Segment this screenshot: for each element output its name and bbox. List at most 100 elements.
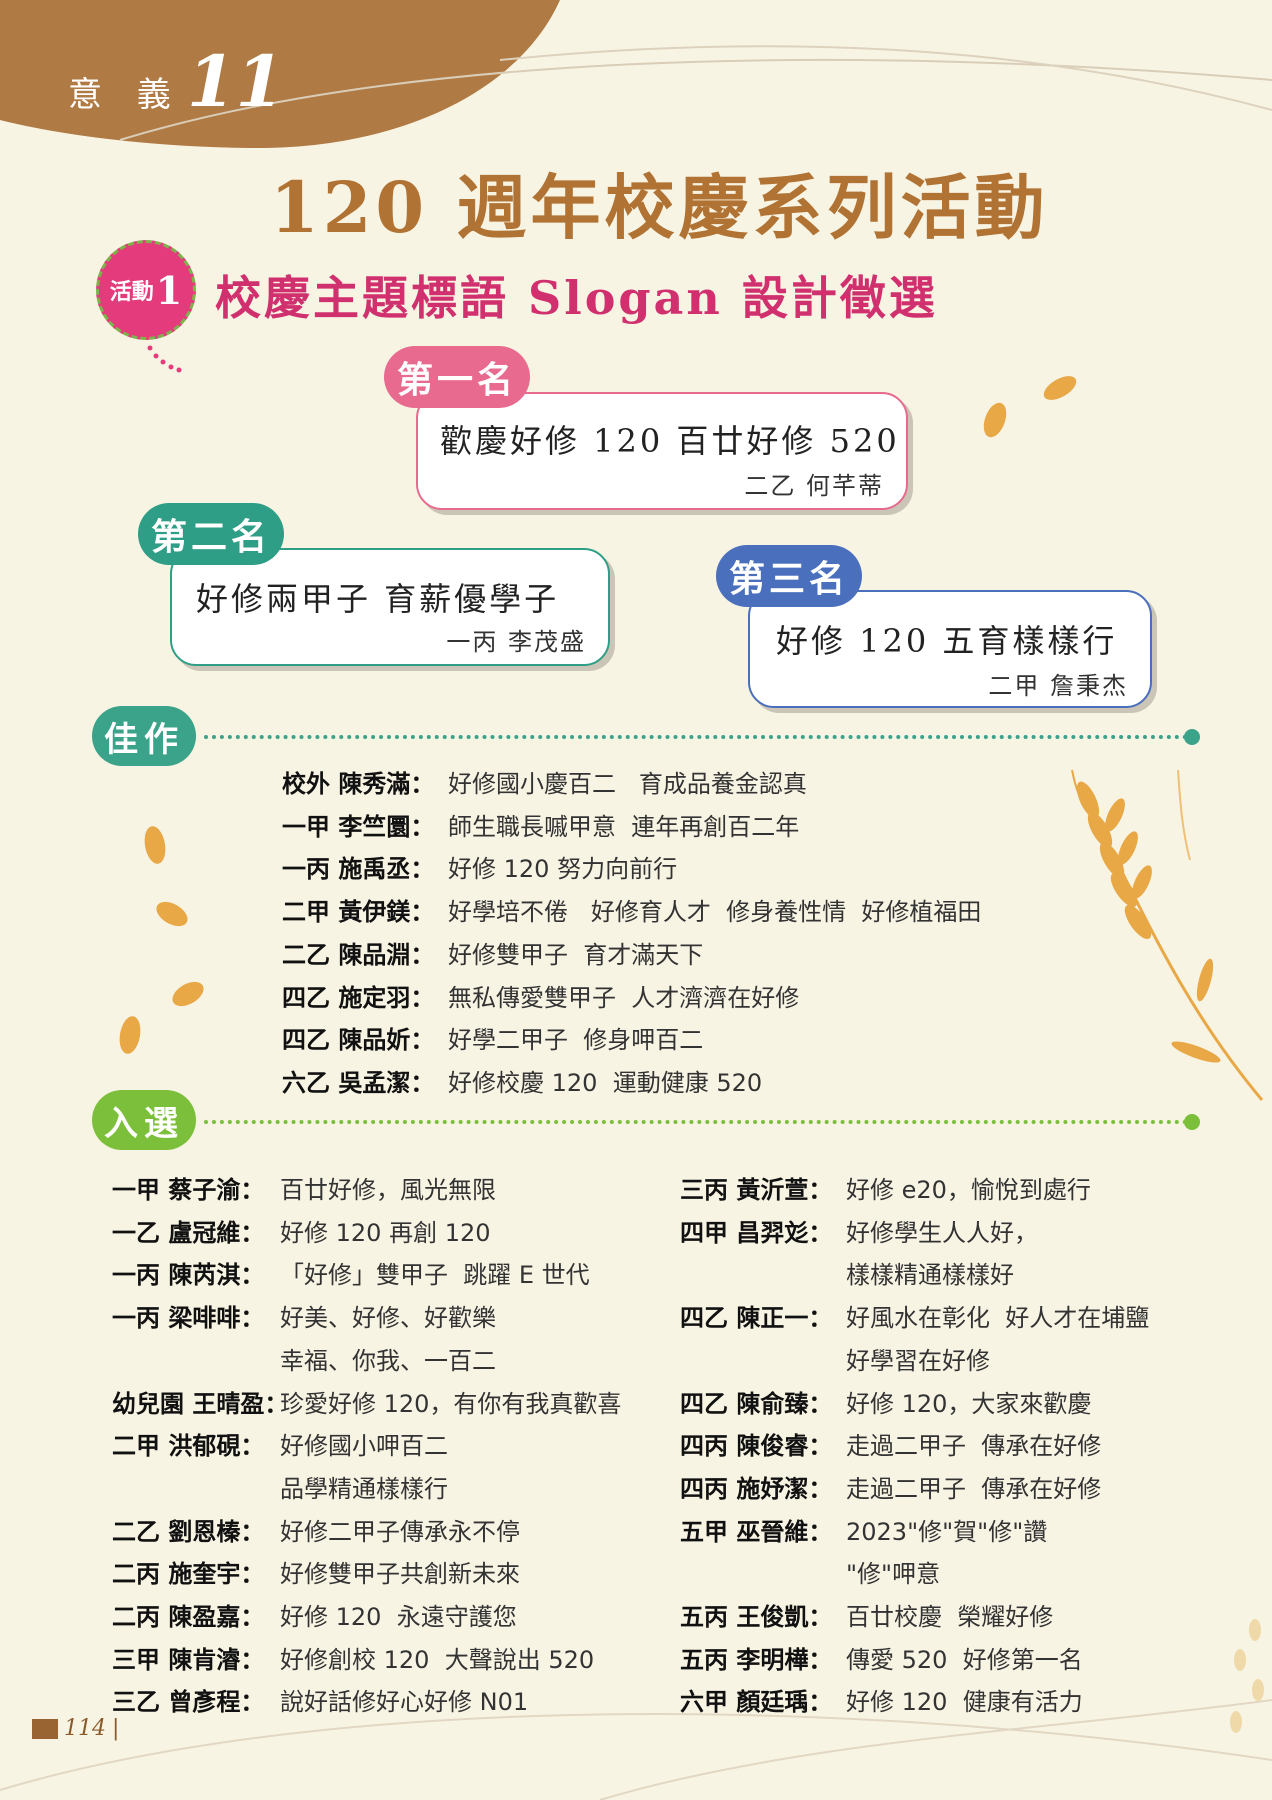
- second-prize-author: 一丙 李茂盛: [446, 628, 586, 656]
- third-prize-author: 二甲 詹秉杰: [988, 672, 1128, 700]
- entry-author: 四乙 陳俞臻：: [680, 1389, 833, 1418]
- entry-slogan: 好學習在好修: [846, 1346, 990, 1375]
- entry-slogan: 傳愛 520 好修第一名: [846, 1645, 1083, 1674]
- entry-slogan: 幸福、你我、一百二: [280, 1346, 496, 1375]
- list-item: 三丙 黃沂萱： 好修 e20，愉悅到處行: [680, 1170, 1091, 1205]
- list-item: 五甲 巫晉維： 2023"修"賀"修"讚: [680, 1512, 1047, 1547]
- list-item: 一甲 李竺圜： 師生職長嘁甲意 連年再創百二年: [282, 807, 799, 842]
- entry-author: [112, 1469, 280, 1504]
- entry-author: [680, 1255, 846, 1290]
- list-item: 幼兒園 王晴盈： 珍愛好修 120，有你有我真歡喜: [112, 1384, 621, 1419]
- entry-slogan: 好修雙甲子 育才滿天下: [448, 940, 704, 969]
- list-item: 一丙 施禹丞： 好修 120 努力向前行: [282, 849, 677, 884]
- entry-slogan: 好修二甲子傳承永不停: [280, 1517, 520, 1546]
- entry-author: 四甲 昌羿彣：: [680, 1218, 833, 1247]
- entry-author: [112, 1341, 280, 1376]
- first-prize-rank: 第一名: [384, 346, 530, 408]
- third-prize-slogan: 好修 120 五育樣樣行: [776, 622, 1118, 660]
- entry-slogan: 百廿校慶 榮耀好修: [846, 1603, 1054, 1631]
- entry-author: 二丙 陳盈嘉：: [112, 1603, 265, 1631]
- selected-divider: [204, 1120, 1188, 1124]
- entry-author: [680, 1554, 846, 1589]
- honorable-divider: [204, 735, 1188, 739]
- list-item: 五丙 李明樺： 傳愛 520 好修第一名: [680, 1640, 1083, 1675]
- entry-slogan: 走過二甲子 傳承在好修: [846, 1432, 1102, 1461]
- entry-slogan: 師生職長嘁甲意 連年再創百二年: [448, 812, 800, 841]
- list-item: "修"呷意: [680, 1554, 940, 1589]
- entry-author: 四丙 施妤潔：: [680, 1474, 833, 1503]
- wheat-icon: [1076, 781, 1264, 1101]
- list-item: 六甲 顏廷瑀： 好修 120 健康有活力: [680, 1682, 1083, 1717]
- list-item: 三甲 陳肯濬： 好修創校 120 大聲說出 520: [112, 1640, 594, 1675]
- list-item: 校外 陳秀滿： 好修國小慶百二 育成品養金認真: [282, 764, 807, 799]
- second-prize-rank: 第二名: [138, 503, 284, 565]
- list-item: 四丙 施妤潔： 走過二甲子 傳承在好修: [680, 1469, 1101, 1504]
- entry-author: 一丙 陳芮淇：: [112, 1261, 265, 1290]
- list-item: 二丙 施奎宇： 好修雙甲子共創新未來: [112, 1554, 520, 1589]
- entry-author: 一丙 梁啡啡：: [112, 1304, 265, 1333]
- second-prize-slogan: 好修兩甲子 育薪優學子: [196, 580, 560, 618]
- entry-slogan: 2023"修"賀"修"讚: [846, 1517, 1048, 1546]
- entry-author: 三甲 陳肯濬：: [112, 1645, 265, 1674]
- first-prize-slogan: 歡慶好修 120 百廿好修 520: [440, 422, 900, 460]
- entry-author: 三丙 黃沂萱：: [680, 1176, 833, 1204]
- list-item: 二甲 洪郁硯： 好修國小呷百二: [112, 1426, 448, 1461]
- entry-author: 四丙 陳俊睿：: [680, 1432, 833, 1461]
- first-prize-card: 歡慶好修 120 百廿好修 520 二乙 何芊蒂: [416, 392, 908, 510]
- activity-badge: 活動 1: [96, 240, 196, 340]
- entry-slogan: 好修雙甲子共創新未來: [280, 1560, 520, 1589]
- list-item: 二丙 陳盈嘉： 好修 120 永遠守護您: [112, 1597, 517, 1632]
- entry-slogan: 「好修」雙甲子 跳躍 E 世代: [280, 1261, 590, 1290]
- entry-slogan: 好風水在彰化 好人才在埔鹽: [846, 1304, 1150, 1333]
- entry-author: 五丙 王俊凱：: [680, 1603, 833, 1631]
- entry-slogan: 珍愛好修 120，有你有我真歡喜: [280, 1389, 622, 1418]
- section-header: 意 義 11: [68, 40, 284, 123]
- entry-author: 六乙 吳孟潔：: [282, 1068, 435, 1097]
- list-item: 三乙 曾彥程： 說好話修好心好修 N01: [112, 1682, 528, 1717]
- honorable-mention-label: 佳作: [92, 706, 196, 766]
- entry-author: 四乙 陳正一：: [680, 1304, 833, 1333]
- entry-slogan: 百廿好修，風光無限: [280, 1176, 496, 1204]
- entry-slogan: 好修 120 健康有活力: [846, 1688, 1083, 1717]
- entry-author: 六甲 顏廷瑀：: [680, 1688, 833, 1717]
- entry-slogan: 好修 e20，愉悅到處行: [846, 1176, 1091, 1204]
- entry-slogan: 說好話修好心好修 N01: [280, 1688, 529, 1717]
- entry-slogan: 好修國小呷百二: [280, 1432, 448, 1461]
- list-item: 二乙 陳品淵： 好修雙甲子 育才滿天下: [282, 935, 703, 970]
- list-item: 二甲 黃伊鎂： 好學培不倦 好修育人才 修身養性情 好修植福田: [282, 892, 981, 927]
- entry-slogan: 走過二甲子 傳承在好修: [846, 1474, 1102, 1503]
- meaning-word: 意 義: [68, 75, 183, 115]
- list-item: 六乙 吳孟潔： 好修校慶 120 運動健康 520: [282, 1063, 762, 1098]
- entry-author: 四乙 陳品妡：: [282, 1026, 435, 1055]
- entry-slogan: 好修校慶 120 運動健康 520: [448, 1068, 763, 1097]
- entry-slogan: 樣樣精通樣樣好: [846, 1261, 1014, 1290]
- entry-author: 五丙 李明樺：: [680, 1645, 833, 1674]
- list-item: 一甲 蔡子渝： 百廿好修，風光無限: [112, 1170, 496, 1205]
- entry-author: 一乙 盧冠維：: [112, 1218, 265, 1247]
- page-number-divider: |: [112, 1716, 120, 1741]
- page-title: 120 週年校慶系列活動: [270, 166, 1049, 249]
- page-number-text: 114: [64, 1716, 106, 1741]
- entry-author: 四乙 施定羽：: [282, 983, 435, 1012]
- third-prize-rank: 第三名: [716, 545, 862, 607]
- entry-slogan: 好學二甲子 修身呷百二: [448, 1026, 704, 1055]
- list-item: 一乙 盧冠維： 好修 120 再創 120: [112, 1213, 491, 1248]
- page-number-bar: [32, 1718, 58, 1739]
- list-item: 四乙 施定羽： 無私傳愛雙甲子 人才濟濟在好修: [282, 978, 799, 1013]
- entry-slogan: 好修 120，大家來歡慶: [846, 1389, 1092, 1418]
- entry-author: 三乙 曾彥程：: [112, 1688, 265, 1717]
- entry-author: 二乙 陳品淵：: [282, 940, 435, 969]
- entry-author: 校外 陳秀滿：: [282, 770, 435, 798]
- list-item: 一丙 陳芮淇： 「好修」雙甲子 跳躍 E 世代: [112, 1255, 590, 1290]
- third-prize-card: 好修 120 五育樣樣行 二甲 詹秉杰: [748, 590, 1152, 708]
- entry-author: 一甲 蔡子渝：: [112, 1176, 265, 1204]
- entry-slogan: 品學精通樣樣行: [280, 1474, 448, 1503]
- entry-author: 一丙 施禹丞：: [282, 855, 435, 884]
- list-item: 一丙 梁啡啡： 好美、好修、好歡樂: [112, 1298, 496, 1333]
- entry-author: 二乙 劉恩榛：: [112, 1517, 265, 1546]
- list-item: 二乙 劉恩榛： 好修二甲子傳承永不停: [112, 1512, 520, 1547]
- page-number: 114 |: [32, 1716, 119, 1741]
- entry-author: 幼兒園 王晴盈：: [112, 1389, 289, 1418]
- activity-badge-number: 1: [155, 267, 183, 313]
